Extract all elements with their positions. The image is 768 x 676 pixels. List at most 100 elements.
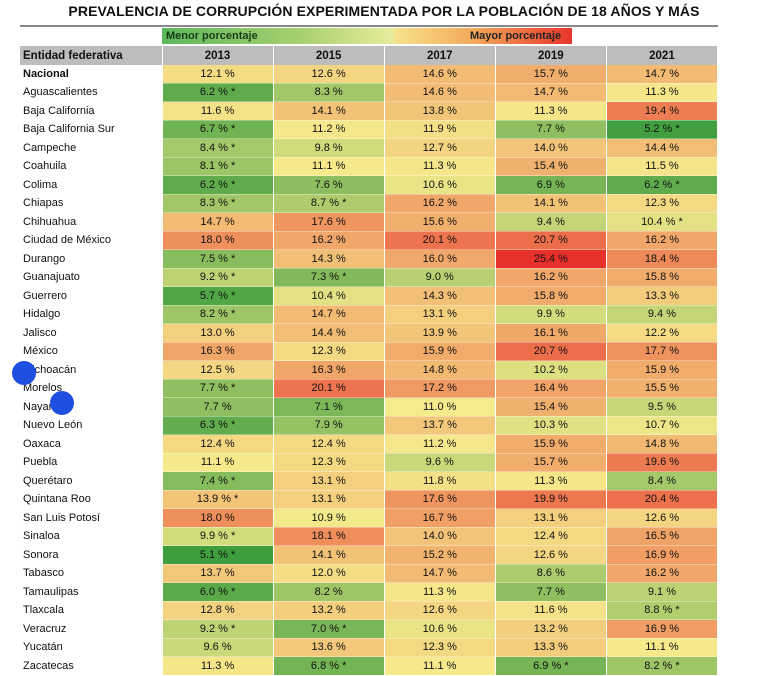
table-row: Tlaxcala 12.8 % 13.2 % 12.6 % 11.6 % 8.8 % * — [20, 601, 719, 620]
heatmap-cell: 20.7 % — [495, 231, 607, 250]
heatmap-cell: 16.0 % — [384, 249, 496, 269]
row-label: Baja California — [20, 101, 163, 120]
table-row: Tamaulipas 6.0 % * 8.2 % 11.3 % 7.7 % 9.1 % — [20, 582, 719, 602]
heatmap-cell: 17.6 % — [384, 490, 496, 509]
heatmap-cell: 11.2 % — [273, 120, 385, 139]
heatmap-cell: 16.4 % — [495, 379, 607, 398]
heatmap-cell: 11.1 % — [162, 453, 274, 472]
heatmap-cell: 12.5 % — [162, 360, 274, 380]
heatmap-cell: 11.3 % — [495, 101, 607, 121]
heatmap-cell: 8.2 % — [273, 582, 385, 602]
row-label: Hidalgo — [20, 305, 163, 324]
heatmap-cell: 16.2 % — [273, 231, 385, 250]
heatmap-cell: 12.6 % — [273, 65, 385, 84]
heatmap-cell: 11.3 % — [384, 157, 496, 176]
heatmap-cell: 8.2 % * — [606, 656, 719, 676]
heatmap-cell: 6.3 % * — [162, 416, 274, 435]
heatmap-cell: 13.1 % — [495, 508, 607, 528]
heatmap-cell: 20.7 % — [495, 342, 607, 361]
heatmap-cell: 5.7 % * — [162, 286, 274, 306]
heatmap-cell: 16.3 % — [273, 360, 385, 380]
heatmap-cell: 12.0 % — [273, 564, 385, 583]
heatmap-cell: 15.8 % — [606, 268, 719, 287]
heatmap-cell: 12.3 % — [273, 453, 385, 472]
heatmap-cell: 16.9 % — [606, 619, 719, 639]
heatmap-cell: 14.1 % — [273, 545, 385, 565]
table-row: Chiapas 8.3 % * 8.7 % * 16.2 % 14.1 % 12.3 % — [20, 194, 719, 213]
heatmap-cell: 14.8 % — [606, 434, 719, 454]
row-label: Ciudad de México — [20, 231, 163, 250]
heatmap-cell: 10.7 % — [606, 416, 719, 435]
row-label: Guanajuato — [20, 268, 163, 287]
heatmap-cell: 13.2 % — [495, 619, 607, 639]
heatmap-cell: 7.7 % — [162, 397, 274, 417]
heatmap-cell: 15.5 % — [606, 379, 719, 398]
row-label: Durango — [20, 249, 163, 268]
column-header-2019: 2019 — [495, 46, 607, 65]
heatmap-cell: 10.6 % — [384, 175, 496, 195]
heatmap-cell: 11.1 % — [384, 656, 496, 676]
heatmap-cell: 8.1 % * — [162, 157, 274, 176]
table-row: Aguascalientes 6.2 % * 8.3 % 14.6 % 14.7 % 11… — [20, 83, 719, 102]
row-label: Nacional — [20, 65, 163, 83]
heatmap-cell: 15.2 % — [384, 545, 496, 565]
heatmap-cell: 12.4 % — [162, 434, 274, 454]
heatmap-cell: 15.9 % — [495, 434, 607, 454]
table-row: Durango 7.5 % * 14.3 % 16.0 % 25.4 % 18.4 % — [20, 249, 719, 269]
heatmap-cell: 14.3 % — [384, 286, 496, 306]
row-label: San Luis Potosí — [20, 508, 163, 527]
heatmap-cell: 13.3 % — [606, 286, 719, 306]
heatmap-cell: 13.9 % * — [162, 490, 274, 509]
heatmap-cell: 11.3 % — [384, 582, 496, 602]
table-row: Baja California 11.6 % 14.1 % 13.8 % 11.3 % 1… — [20, 101, 719, 121]
heatmap-cell: 9.9 % — [495, 305, 607, 324]
table-row: Baja California Sur 6.7 % * 11.2 % 11.9 % 7.… — [20, 120, 719, 139]
table-row: Coahuila 8.1 % * 11.1 % 11.3 % 15.4 % 11.5 % — [20, 157, 719, 176]
heatmap-cell: 11.5 % — [606, 157, 719, 176]
heatmap-cell: 9.6 % — [384, 453, 496, 472]
heatmap-cell: 11.3 % — [162, 656, 274, 676]
table-row: Tabasco 13.7 % 12.0 % 14.7 % 8.6 % 16.2 % — [20, 564, 719, 583]
heatmap-cell: 16.2 % — [606, 231, 719, 250]
heatmap-cell: 9.2 % * — [162, 619, 274, 639]
row-label: Chiapas — [20, 194, 163, 213]
heatmap-cell: 13.8 % — [384, 101, 496, 121]
heatmap-cell: 8.4 % — [606, 471, 719, 491]
heatmap-cell: 8.2 % * — [162, 305, 274, 324]
heatmap-cell: 12.7 % — [384, 138, 496, 158]
table-row: Zacatecas 11.3 % 6.8 % * 11.1 % 6.9 % * 8.2 %… — [20, 656, 719, 676]
row-label: Aguascalientes — [20, 83, 163, 102]
table-row: Nacional 12.1 % 12.6 % 14.6 % 15.7 % 14.7 % — [20, 65, 719, 84]
heatmap-cell: 7.6 % — [273, 175, 385, 195]
row-label: Tabasco — [20, 564, 163, 583]
heatmap-cell: 14.6 % — [384, 65, 496, 84]
heatmap-cell: 15.9 % — [606, 360, 719, 380]
table-row: Michoacán 12.5 % 16.3 % 14.8 % 10.2 % 15.9 % — [20, 360, 719, 380]
heatmap-cell: 14.7 % — [273, 305, 385, 324]
column-header-2013: 2013 — [162, 46, 274, 65]
heatmap-cell: 13.7 % — [162, 564, 274, 583]
heatmap-cell: 14.1 % — [495, 194, 607, 213]
heatmap-cell: 14.0 % — [384, 527, 496, 546]
row-label: Veracruz — [20, 619, 163, 638]
heatmap-cell: 9.4 % — [495, 212, 607, 232]
heatmap-cell: 9.9 % * — [162, 527, 274, 546]
heatmap-cell: 9.4 % — [606, 305, 719, 324]
heatmap-cell: 8.3 % * — [162, 194, 274, 213]
heatmap-cell: 12.1 % — [162, 65, 274, 84]
heatmap-cell: 14.7 % — [162, 212, 274, 232]
table-row: Jalisco 13.0 % 14.4 % 13.9 % 16.1 % 12.2 % — [20, 323, 719, 343]
heatmap-cell: 18.0 % — [162, 508, 274, 528]
heatmap-cell: 10.4 % * — [606, 212, 719, 232]
heatmap-cell: 17.7 % — [606, 342, 719, 361]
heatmap-cell: 7.7 % * — [162, 379, 274, 398]
heatmap-cell: 12.3 % — [606, 194, 719, 213]
heatmap-cell: 10.2 % — [495, 360, 607, 380]
table-row: Quintana Roo 13.9 % * 13.1 % 17.6 % 19.9 % 20… — [20, 490, 719, 509]
table-row: Sinaloa 9.9 % * 18.1 % 14.0 % 12.4 % 16.5 % — [20, 527, 719, 546]
heatmap-cell: 14.4 % — [606, 138, 719, 158]
heatmap-body: Nacional 12.1 % 12.6 % 14.6 % 15.7 % 14.7 % Ag… — [20, 65, 719, 676]
heatmap-cell: 14.8 % — [384, 360, 496, 380]
header-row: Entidad federativa 2013 2015 2017 2019 2021 — [20, 46, 719, 65]
heatmap-cell: 16.2 % — [495, 268, 607, 287]
